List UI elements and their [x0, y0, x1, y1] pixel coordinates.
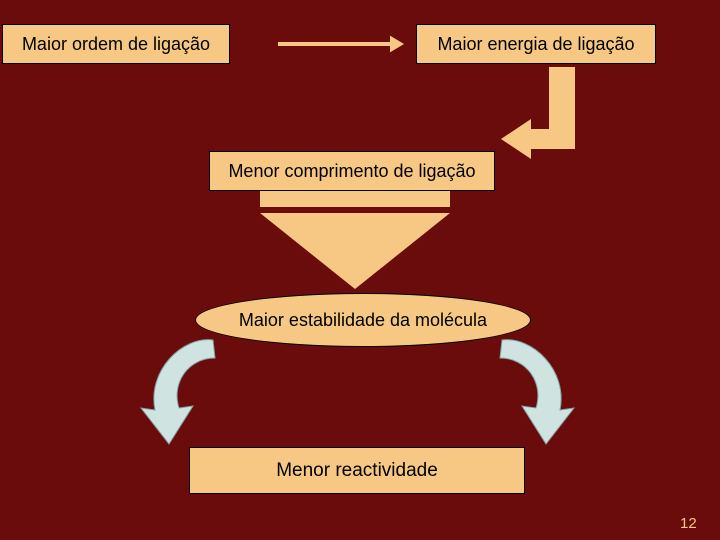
box-label: Maior ordem de ligação: [22, 34, 210, 55]
box-menor-reactividade: Menor reactividade: [189, 447, 525, 494]
box-maior-ordem: Maior ordem de ligação: [2, 24, 230, 64]
box-maior-energia: Maior energia de ligação: [416, 24, 656, 64]
box-menor-comprimento: Menor comprimento de ligação: [209, 151, 495, 191]
box-label: Menor reactividade: [276, 460, 438, 482]
ellipse-label: Maior estabilidade da molécula: [239, 310, 487, 331]
ellipse-estabilidade: Maior estabilidade da molécula: [195, 293, 531, 347]
page-number: 12: [680, 515, 697, 532]
box-label: Maior energia de ligação: [437, 34, 634, 55]
box-label: Menor comprimento de ligação: [228, 161, 475, 182]
